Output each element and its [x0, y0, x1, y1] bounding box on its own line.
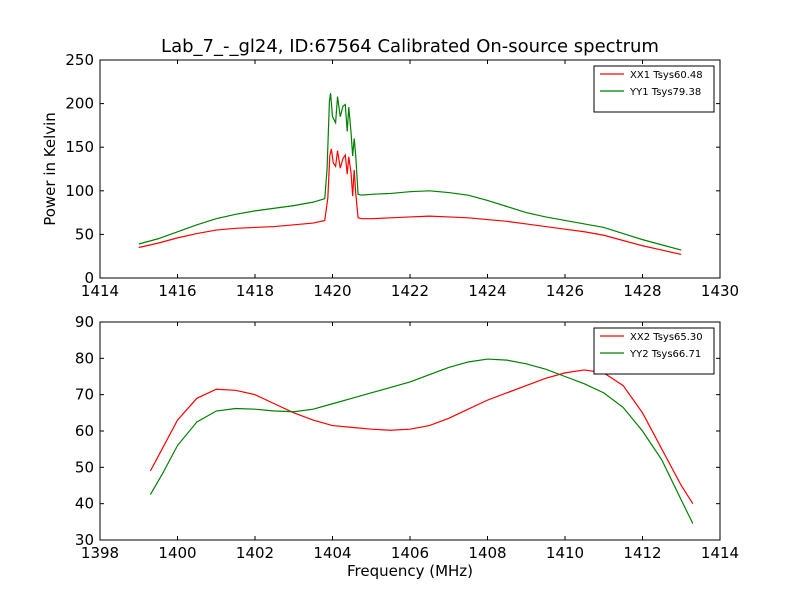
x-tick-label: 1398 [81, 544, 119, 562]
x-tick-label: 1420 [313, 282, 351, 300]
y-tick-label: 50 [75, 458, 94, 476]
x-tick-label: 1426 [546, 282, 584, 300]
y-tick-label: 30 [75, 531, 94, 549]
y-tick-label: 90 [75, 313, 94, 331]
x-tick-label: 1408 [468, 544, 506, 562]
x-axis-label: Frequency (MHz) [347, 562, 473, 580]
x-tick-label: 1404 [313, 544, 351, 562]
y-tick-label: 80 [75, 349, 94, 367]
y-tick-label: 200 [65, 95, 94, 113]
x-tick-label: 1414 [701, 544, 739, 562]
x-tick-label: 1422 [391, 282, 429, 300]
y-axis-label: Power in Kelvin [41, 112, 59, 226]
series-line-yy [149, 358, 694, 524]
bottom-panel: 1398 1400 1402 1404 1406 1408 1410 1412 1414 30 40… [75, 313, 739, 580]
y-tick-label: 150 [65, 138, 94, 156]
legend: XX2 Tsys65.30 YY2 Tsys66.71 [593, 327, 715, 375]
legend: XX1 Tsys60.48 YY1 Tsys79.38 [593, 65, 715, 113]
series-line-xx [149, 369, 694, 504]
y-tick-label: 100 [65, 182, 94, 200]
x-tick-label: 1402 [236, 544, 274, 562]
x-tick-label: 1428 [623, 282, 661, 300]
y-tick-label: 0 [84, 269, 94, 287]
x-tick-label: 1412 [623, 544, 661, 562]
chart-title: Lab_7_-_gl24, ID:67564 Calibrated On-sou… [161, 36, 659, 57]
legend-entry: XX2 Tsys65.30 [630, 332, 703, 343]
y-tick-label: 250 [65, 51, 94, 69]
x-tick-label: 1416 [158, 282, 196, 300]
x-tick-label: 1424 [468, 282, 506, 300]
series-line-yy [138, 93, 682, 251]
top-panel: 1414 1416 1418 1420 1422 1424 1426 1428 1430 0 50 1… [41, 51, 739, 300]
x-tick-label: 1400 [158, 544, 196, 562]
y-tick-label: 70 [75, 386, 94, 404]
series-line-xx [138, 148, 682, 256]
x-tick-label: 1414 [81, 282, 119, 300]
legend-entry: YY2 Tsys66.71 [629, 349, 701, 360]
y-tick-label: 50 [75, 225, 94, 243]
legend-entry: XX1 Tsys60.48 [630, 70, 703, 81]
x-tick-label: 1418 [236, 282, 274, 300]
x-tick-label: 1410 [546, 544, 584, 562]
y-tick-label: 40 [75, 495, 94, 513]
y-tick-label: 60 [75, 422, 94, 440]
legend-entry: YY1 Tsys79.38 [629, 87, 701, 98]
x-tick-label: 1406 [391, 544, 429, 562]
x-tick-label: 1430 [701, 282, 739, 300]
